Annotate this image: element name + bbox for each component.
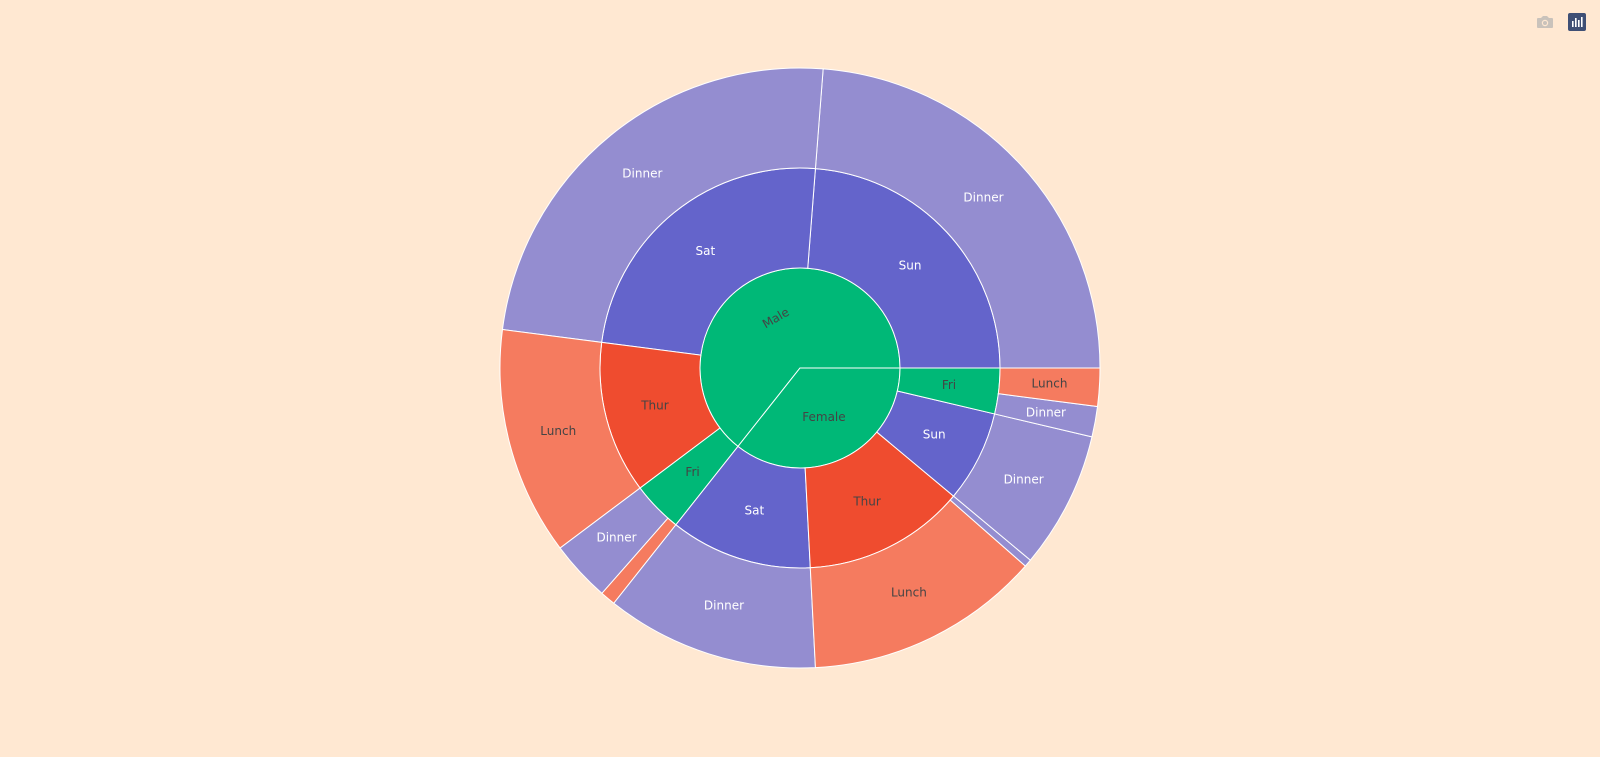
sunburst-segment-0-1-0[interactable]	[501, 67, 824, 343]
modebar	[1534, 11, 1588, 33]
camera-icon[interactable]	[1534, 11, 1556, 33]
plotly-logo-icon[interactable]	[1566, 11, 1588, 33]
sunburst-segment-0-0-0[interactable]	[814, 68, 1101, 369]
sunburst-segment-1-3-1[interactable]	[997, 367, 1101, 408]
